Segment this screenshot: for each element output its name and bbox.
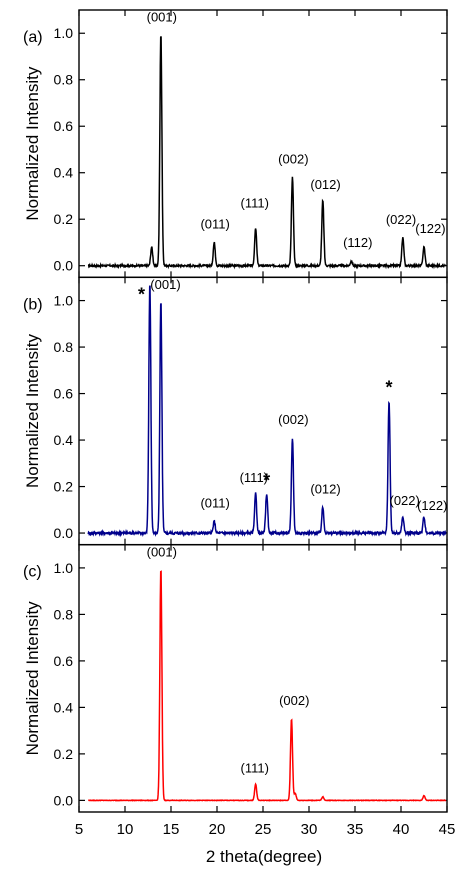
y-tick-label: 0.8 [54, 72, 74, 88]
y-tick-label: 1.0 [54, 25, 74, 41]
peak-label: (111) [241, 196, 269, 211]
y-tick-label: 1.0 [54, 560, 74, 576]
x-tick-label: 35 [347, 821, 364, 838]
x-tick-label: 40 [393, 821, 410, 838]
x-tick-label: 20 [209, 821, 226, 838]
y-tick-label: 0.8 [54, 339, 74, 355]
panel-label: (a) [23, 29, 43, 46]
y-tick-label: 0.6 [54, 653, 74, 669]
x-tick-label: 30 [301, 821, 318, 838]
y-tick-label: 0.4 [54, 165, 74, 181]
panels-group: 0.0 0.2 0.4 0.6 0.8 1.0 Normalized Intensity (a… [23, 9, 456, 838]
y-tick-label: 0.0 [54, 792, 74, 808]
data-series-line [87, 36, 447, 270]
peak-label: (022) [390, 493, 420, 508]
peak-label: (122) [417, 498, 447, 513]
x-tick-label: 5 [75, 821, 83, 838]
y-tick-label: 0.4 [54, 699, 74, 715]
x-tick-label: 45 [439, 821, 456, 838]
peak-label: (122) [415, 221, 445, 236]
y-tick-label: 0.2 [54, 479, 74, 495]
peak-label: (111) [241, 760, 269, 775]
y-tick-label: 0.6 [54, 386, 74, 402]
panel-label: (b) [23, 296, 43, 313]
y-axis-label: Normalized Intensity [23, 66, 42, 221]
peak-label: (002) [279, 693, 309, 708]
y-axis-label: Normalized Intensity [23, 601, 42, 756]
peak-label: (001) [150, 277, 180, 292]
panel-label: (c) [23, 564, 42, 581]
y-tick-label: 0.2 [54, 211, 74, 227]
x-tick-label: 10 [117, 821, 134, 838]
peak-label: (002) [278, 151, 308, 166]
y-axis-label: Normalized Intensity [23, 334, 42, 489]
x-tick-label: 25 [255, 821, 272, 838]
peak-label: (001) [147, 10, 177, 25]
data-series-line [88, 570, 447, 802]
y-tick-label: 0.4 [54, 432, 74, 448]
peak-label: (012) [310, 177, 340, 192]
impurity-marker: * [386, 378, 393, 398]
peak-label: (012) [310, 482, 340, 497]
y-tick-label: 1.0 [54, 293, 74, 309]
impurity-marker: * [263, 471, 270, 491]
y-tick-label: 0.6 [54, 118, 74, 134]
x-tick-label: 15 [163, 821, 180, 838]
peak-label: (111) [240, 470, 268, 485]
impurity-marker: * [138, 285, 145, 305]
y-tick-label: 0.2 [54, 746, 74, 762]
y-tick-label: 0.8 [54, 606, 74, 622]
peak-label: (011) [200, 495, 229, 510]
data-series-line [87, 285, 447, 538]
peak-label: (002) [278, 412, 308, 427]
peak-label: (112) [343, 235, 372, 250]
peak-label: (011) [200, 217, 229, 232]
y-tick-label: 0.0 [54, 258, 74, 274]
peak-label: (022) [386, 212, 416, 227]
y-tick-label: 0.0 [54, 525, 74, 541]
peak-label: (001) [147, 544, 177, 559]
plot-frame-1 [78, 9, 448, 279]
x-axis-label: 2 theta(degree) [206, 847, 322, 866]
